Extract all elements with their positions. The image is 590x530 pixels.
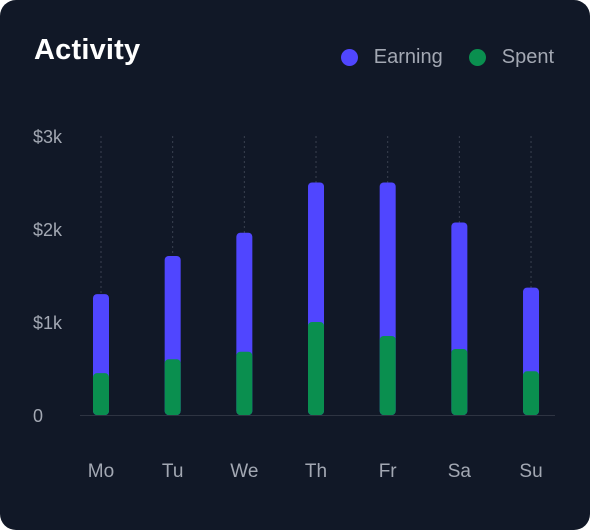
x-tick-label-fr: Fr bbox=[379, 461, 398, 482]
x-tick-label-mo: Mo bbox=[88, 461, 114, 482]
bar-spent-tu[interactable] bbox=[164, 359, 181, 415]
x-tick-label-we: We bbox=[230, 461, 258, 482]
y-tick-label: $2k bbox=[33, 220, 63, 240]
bar-spent-th[interactable] bbox=[308, 322, 325, 415]
x-tick-label-th: Th bbox=[305, 461, 327, 482]
legend-label-earning: Earning bbox=[373, 46, 443, 68]
legend-label-spent: Spent bbox=[501, 46, 554, 68]
x-tick-label-su: Su bbox=[519, 461, 542, 482]
y-tick-label: $1k bbox=[33, 313, 63, 333]
card-title: Activity bbox=[34, 34, 141, 66]
x-tick-label-tu: Tu bbox=[162, 461, 183, 482]
legend-dot-spent-icon bbox=[468, 49, 486, 66]
legend-item-earning[interactable]: Earning bbox=[340, 46, 443, 69]
bar-spent-we[interactable] bbox=[236, 351, 253, 415]
bar-spent-fr[interactable] bbox=[379, 335, 396, 415]
legend-item-spent[interactable]: Spent bbox=[468, 46, 554, 69]
bar-spent-mo[interactable] bbox=[93, 373, 109, 415]
y-tick-label: $3k bbox=[33, 127, 63, 147]
bar-spent-sa[interactable] bbox=[451, 348, 468, 415]
bar-spent-su[interactable] bbox=[523, 371, 540, 415]
legend-dot-earning-icon bbox=[340, 49, 358, 66]
chart-legend: Earning Spent bbox=[315, 46, 554, 69]
y-tick-label: 0 bbox=[33, 406, 43, 426]
x-tick-label-sa: Sa bbox=[448, 461, 472, 482]
